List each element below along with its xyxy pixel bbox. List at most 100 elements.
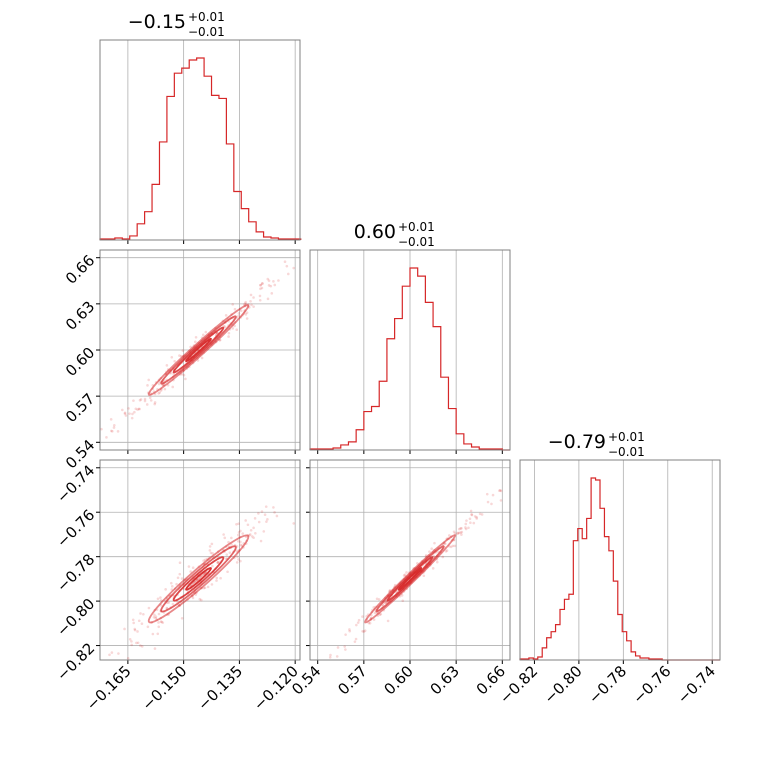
sample-point [105,436,108,439]
sample-point [435,560,439,564]
sample-point [138,398,142,402]
sample-point [137,619,141,623]
panel-frame [99,459,301,661]
title-value: −0.15 [128,11,186,33]
x-tick-label: −0.135 [194,662,246,714]
sample-point [130,416,134,420]
sample-point [356,621,360,624]
sample-point [265,520,268,523]
sample-point [178,354,181,357]
sample-point [231,327,234,330]
sample-point [464,522,468,526]
sample-point [344,633,347,637]
sample-point [464,526,467,529]
sample-point [224,314,228,317]
sample-point [211,564,214,568]
sample-point [139,644,142,647]
sample-point [237,558,240,561]
sample-point [249,293,253,297]
density-contour [172,556,225,602]
sample-point [170,585,174,588]
sample-point [491,493,495,497]
histogram-1 [309,267,510,451]
sample-point [348,629,352,633]
sample-point [449,545,453,549]
density-contour [160,545,237,613]
sample-point [235,328,239,332]
sample-point [184,377,187,381]
sample-point [473,515,477,518]
sample-point [267,284,271,287]
sample-point [498,489,501,493]
sample-point [170,355,174,359]
sample-point [228,551,232,554]
sample-point [250,303,253,307]
sample-point [223,325,227,329]
density-contour [185,567,212,591]
sample-point [377,598,381,601]
sample-point [100,427,103,431]
x-tick-label: −0.80 [540,662,585,707]
sample-point [180,577,184,580]
sample-point [176,576,180,580]
sample-point [378,613,382,616]
scatter-0-2 [102,485,300,660]
sample-point [233,307,237,311]
panel-title-2: −0.79 +0.01−0.01 [548,430,645,459]
sample-point [405,571,408,574]
sample-point [134,407,138,411]
sample-point [460,526,463,530]
histogram-0 [99,57,302,240]
panel-frame [309,459,511,661]
sample-point [468,517,472,521]
sample-point [469,521,472,525]
sample-point [156,632,160,636]
sample-point [226,570,229,574]
sample-point [235,522,238,526]
sample-point [198,597,202,601]
title-value: −0.79 [548,431,606,453]
sample-point [222,324,226,328]
sample-point [259,283,262,287]
x-tick-label: −0.76 [629,662,674,707]
sample-point [121,408,124,412]
density-contour [147,304,250,396]
sample-point [133,410,136,414]
sample-point [138,407,141,411]
sample-point [126,657,130,660]
sample-point [254,532,257,535]
sample-point [246,523,250,527]
panel-1-1 [309,250,510,454]
sample-point [460,533,463,536]
x-tick-label: 0.57 [334,662,370,698]
scatter-1-2 [326,488,503,660]
sample-point [470,513,473,516]
sample-point [252,526,255,530]
sample-point [259,283,263,287]
density-core [402,571,418,587]
sample-point [249,528,253,532]
scatter-0-1 [100,260,295,439]
sample-point [153,402,157,406]
sample-point [108,653,111,657]
sample-point [266,277,270,281]
panel-2-2 [519,460,720,664]
sample-point [460,530,464,534]
panel-frame [309,249,511,451]
sample-point [137,407,141,411]
sample-point [452,530,456,534]
sample-point [169,371,173,375]
sample-point [169,581,173,585]
sample-point [361,615,364,618]
sample-point [239,543,242,547]
density-contour [147,534,250,624]
sample-point [403,573,407,577]
sample-point [189,570,192,573]
panel-1-0 [100,250,300,454]
sample-point [123,627,126,631]
sample-point [194,335,198,339]
sample-point [263,513,267,517]
density-contour [185,337,212,363]
x-tick-label: 0.60 [380,662,416,698]
